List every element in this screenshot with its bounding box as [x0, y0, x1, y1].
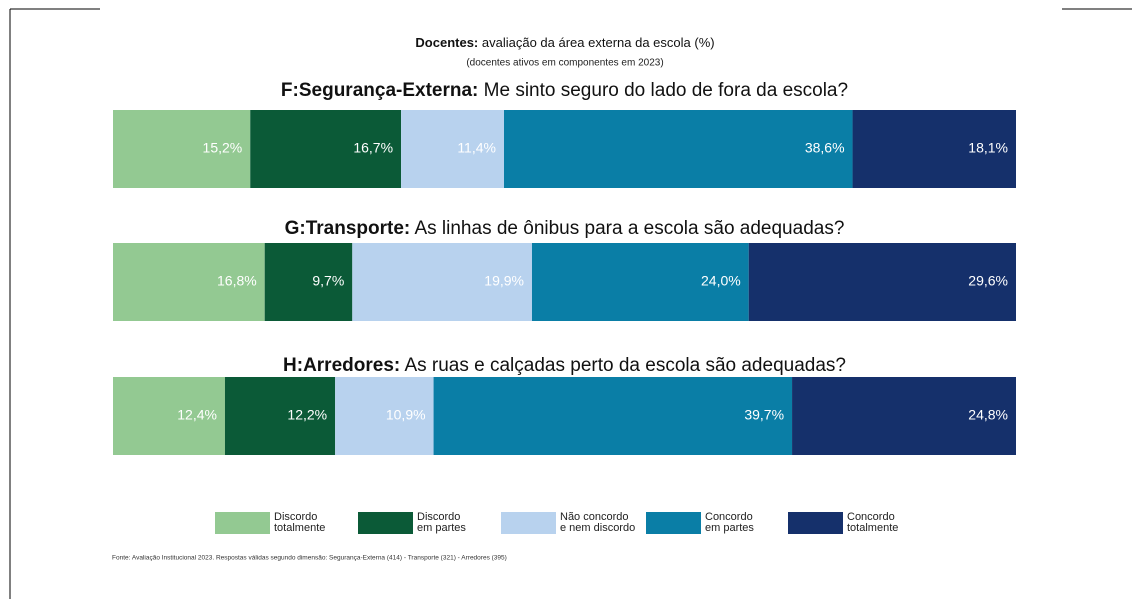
- bar-segment: [224, 377, 336, 455]
- row-label: G:Transporte:: [285, 218, 411, 239]
- row-title: H:Arredores: As ruas e calçadas perto da…: [283, 355, 846, 376]
- bar-segment: [352, 243, 532, 321]
- bar-segment: [852, 110, 1016, 188]
- bar-segment: [792, 377, 1016, 455]
- legend-label: Concordo totalmente: [847, 511, 899, 534]
- bar-segment: [113, 243, 265, 321]
- legend-swatch: [358, 512, 413, 534]
- legend-swatch: [646, 512, 701, 534]
- bar-segment: [748, 243, 1016, 321]
- legend-label: Discordo em partes: [417, 511, 466, 534]
- row-question: As linhas de ônibus para a escola são ad…: [414, 218, 844, 239]
- row-title: F:Segurança-Externa: Me sinto seguro do …: [281, 80, 848, 101]
- value-label: 24,8%: [968, 407, 1008, 423]
- value-label: 16,7%: [353, 140, 393, 156]
- row-title: G:Transporte: As linhas de ônibus para a…: [285, 218, 845, 239]
- value-label: 38,6%: [805, 140, 845, 156]
- row-label: H:Arredores:: [283, 355, 400, 376]
- value-label: 29,6%: [968, 273, 1008, 289]
- bar-segment: [433, 377, 793, 455]
- row-question: Me sinto seguro do lado de fora da escol…: [484, 80, 848, 101]
- legend-swatch: [788, 512, 843, 534]
- bar-segment: [113, 110, 251, 188]
- bar-segment: [113, 377, 225, 455]
- row-question: As ruas e calçadas perto da escola são a…: [404, 355, 846, 376]
- legend-label: Não concordo e nem discordo: [560, 511, 636, 534]
- bar-segment: [531, 243, 749, 321]
- title-bold: Docentes:: [415, 35, 478, 50]
- bar-segment: [250, 110, 402, 188]
- value-label: 10,9%: [386, 407, 426, 423]
- bar-segment: [264, 243, 353, 321]
- value-label: 18,1%: [968, 140, 1008, 156]
- source-note: Fonte: Avaliação Institucional 2023. Res…: [112, 555, 507, 562]
- legend-swatch: [215, 512, 270, 534]
- value-label: 24,0%: [701, 273, 741, 289]
- bar-segment: [335, 377, 434, 455]
- chart-subtitle: (docentes ativos em componentes em 2023): [466, 58, 663, 69]
- value-label: 16,8%: [217, 273, 257, 289]
- value-label: 9,7%: [312, 273, 344, 289]
- bar-segment: [503, 110, 853, 188]
- value-label: 11,4%: [457, 140, 496, 156]
- legend-label: Discordo totalmente: [274, 511, 326, 534]
- value-label: 19,9%: [484, 273, 524, 289]
- value-label: 12,4%: [177, 407, 217, 423]
- bar-segment: [401, 110, 504, 188]
- title-text: avaliação da área externa da escola (%): [482, 35, 715, 50]
- legend-label: Concordo em partes: [705, 511, 754, 534]
- chart-title: Docentes: avaliação da área externa da e…: [415, 35, 714, 50]
- value-label: 12,2%: [287, 407, 327, 423]
- value-label: 39,7%: [744, 407, 784, 423]
- value-label: 15,2%: [203, 140, 243, 156]
- legend-swatch: [501, 512, 556, 534]
- row-label: F:Segurança-Externa:: [281, 80, 478, 101]
